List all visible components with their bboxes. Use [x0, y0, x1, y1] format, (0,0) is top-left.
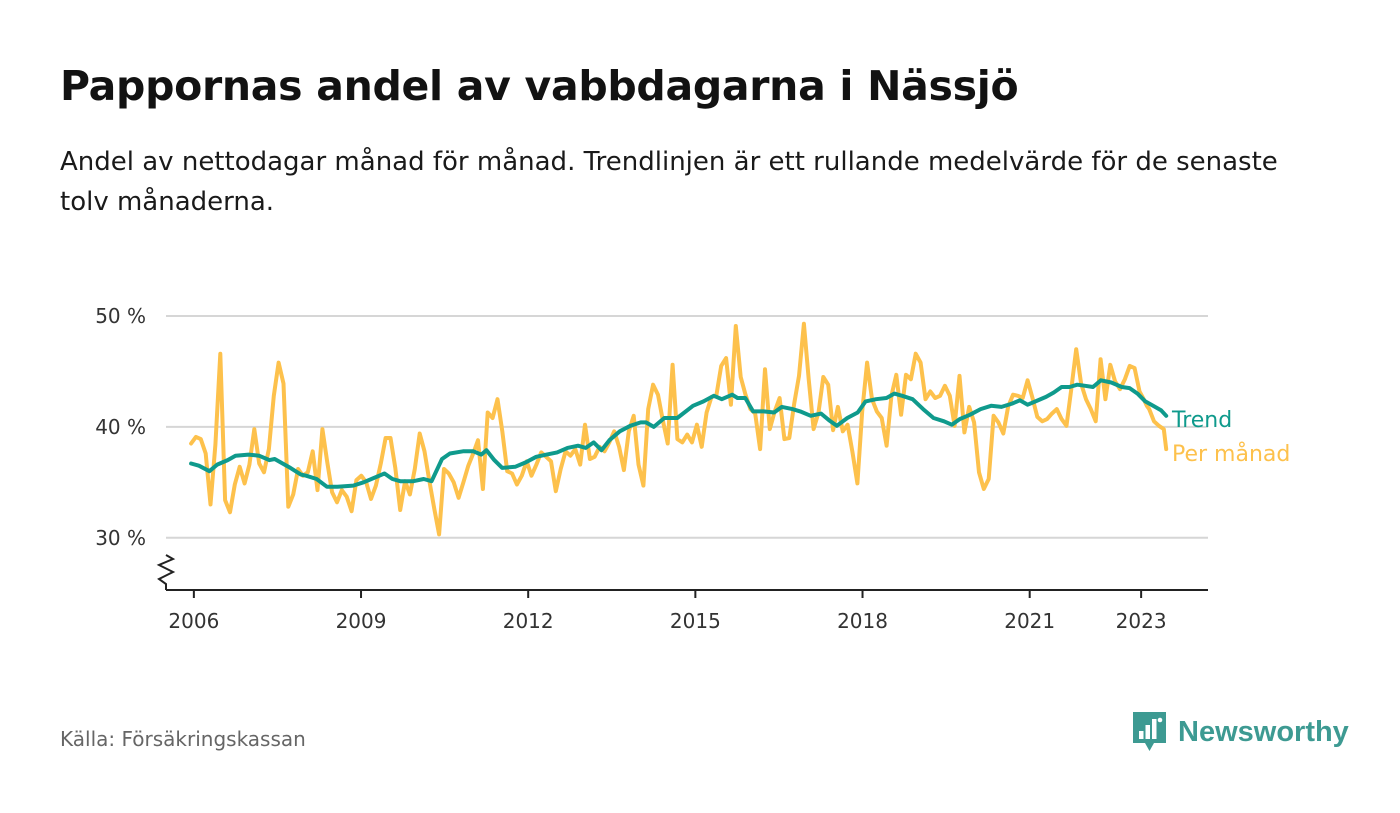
chart-subtitle: Andel av nettodagar månad för månad. Tre… [60, 147, 1278, 217]
monthly-series-line [189, 321, 1169, 537]
brand-logo: Newsworthy [1133, 712, 1349, 752]
grid-lines [166, 314, 1208, 539]
trend-series-label: Trend [1171, 408, 1232, 433]
monthly-series-label: Per månad [1172, 441, 1290, 467]
y-tick-label: 50 % [95, 304, 146, 328]
bar-chart-logo-icon [1133, 712, 1166, 751]
y-tick-label: 40 % [95, 415, 146, 439]
series-labels: Trend Per månad [1171, 408, 1290, 467]
brand-name: Newsworthy [1178, 715, 1349, 748]
x-tick-label: 2021 [1004, 609, 1055, 633]
source-note: Källa: Försäkringskassan [60, 727, 306, 751]
y-axis: 30 % 40 % 50 % [95, 304, 146, 550]
y-tick-label: 30 % [95, 526, 146, 550]
series-lines [189, 321, 1169, 537]
x-tick-label: 2018 [837, 609, 888, 633]
x-tick-label: 2009 [336, 609, 387, 633]
trend-series-line [189, 378, 1169, 489]
x-tick-label: 2006 [168, 609, 219, 633]
axis-break-icon [156, 554, 176, 590]
x-tick-label: 2015 [670, 609, 721, 633]
x-tick-label: 2012 [503, 609, 554, 633]
chart-title: Pappornas andel av vabbdagarna i Nässjö [60, 62, 1019, 110]
x-tick-label: 2023 [1116, 609, 1167, 633]
x-axis: 2006 2009 2012 2015 2018 2021 2023 [156, 554, 1208, 633]
